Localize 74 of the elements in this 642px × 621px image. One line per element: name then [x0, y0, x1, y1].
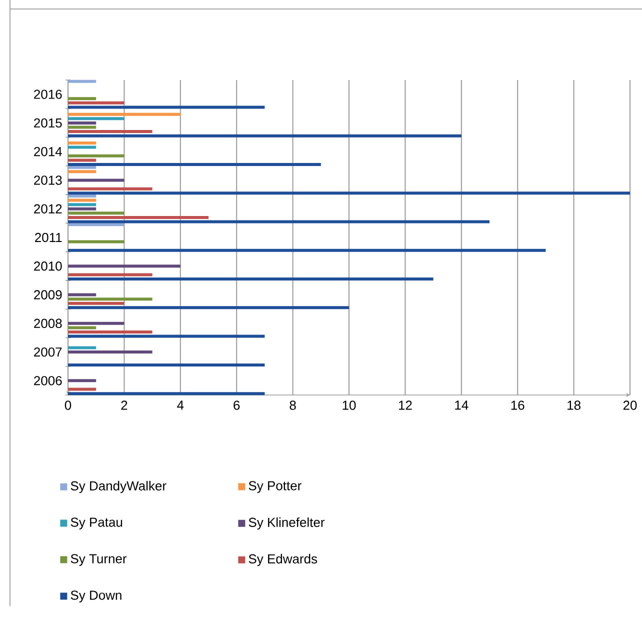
- bar: [68, 198, 96, 202]
- bar: [68, 293, 96, 296]
- bar: [68, 248, 546, 252]
- y-tick-label: 2014: [34, 146, 62, 156]
- legend-label: Sy Turner: [70, 554, 127, 566]
- x-tick-label: 10: [342, 400, 356, 410]
- bar: [68, 117, 124, 120]
- x-tick-label: 8: [290, 400, 296, 410]
- x-tick-label: 6: [234, 400, 240, 410]
- legend-label: Sy Potter: [248, 481, 302, 493]
- bar: [68, 326, 96, 330]
- x-tick-label: 16: [511, 400, 524, 410]
- bar: [68, 106, 265, 109]
- bar: [68, 240, 124, 244]
- bar: [68, 162, 321, 166]
- y-tick-label: 2013: [34, 176, 62, 185]
- bar: [68, 97, 96, 100]
- bar: [68, 194, 96, 198]
- y-tick-label: 2015: [34, 118, 62, 128]
- bar: [68, 388, 96, 391]
- bar: [68, 330, 152, 334]
- legend-label: Sy Down: [70, 590, 122, 602]
- bar: [68, 264, 180, 268]
- bar: [68, 80, 96, 83]
- bar: [68, 278, 434, 281]
- y-tick-label: 2007: [34, 347, 62, 357]
- bar: [68, 346, 96, 350]
- bar: [68, 130, 152, 134]
- bar: [68, 207, 96, 210]
- bar: [68, 146, 96, 149]
- bar: [68, 322, 124, 325]
- bar: [68, 126, 96, 129]
- bar: [68, 178, 124, 182]
- bar: [68, 220, 490, 224]
- bar: [68, 112, 180, 116]
- bar: [68, 141, 96, 144]
- y-tick-label: 2009: [34, 290, 62, 300]
- bar: [68, 363, 265, 366]
- bar: [68, 302, 124, 305]
- legend-label: Sy Klinefelter: [248, 517, 325, 530]
- y-tick-label: 2012: [34, 204, 62, 214]
- bar: [68, 192, 630, 195]
- legend-label: Sy Edwards: [248, 554, 318, 566]
- bar: [68, 306, 350, 310]
- bar: [68, 216, 208, 219]
- bar: [68, 203, 96, 206]
- y-tick-label: 2011: [35, 232, 62, 242]
- bar: [68, 334, 265, 338]
- bar: [68, 154, 124, 158]
- y-tick-label: 2010: [34, 262, 62, 271]
- y-tick-label: 2006: [34, 376, 62, 386]
- x-tick-label: 4: [177, 400, 184, 410]
- bar: [68, 212, 124, 215]
- bar: [68, 158, 96, 162]
- x-tick-label: 2: [121, 400, 128, 410]
- y-tick-label: 2016: [34, 90, 62, 99]
- legend-label: Sy DandyWalker: [70, 480, 166, 494]
- bar: [68, 298, 152, 301]
- legend-label: Sy Patau: [70, 518, 122, 530]
- x-tick-label: 0: [64, 400, 72, 410]
- bar: [68, 187, 152, 190]
- x-tick-label: 14: [455, 400, 468, 410]
- bar: [68, 170, 96, 174]
- bar: [68, 121, 96, 124]
- bar: [68, 273, 152, 276]
- bar: [68, 166, 96, 169]
- bar: [68, 101, 124, 104]
- y-tick-label: 2008: [34, 318, 62, 328]
- bar: [68, 134, 462, 138]
- bar: [68, 379, 96, 382]
- bar: [68, 350, 152, 354]
- x-tick-label: 12: [398, 400, 412, 410]
- x-tick-label: 20: [623, 400, 637, 410]
- x-tick-label: 18: [568, 400, 580, 410]
